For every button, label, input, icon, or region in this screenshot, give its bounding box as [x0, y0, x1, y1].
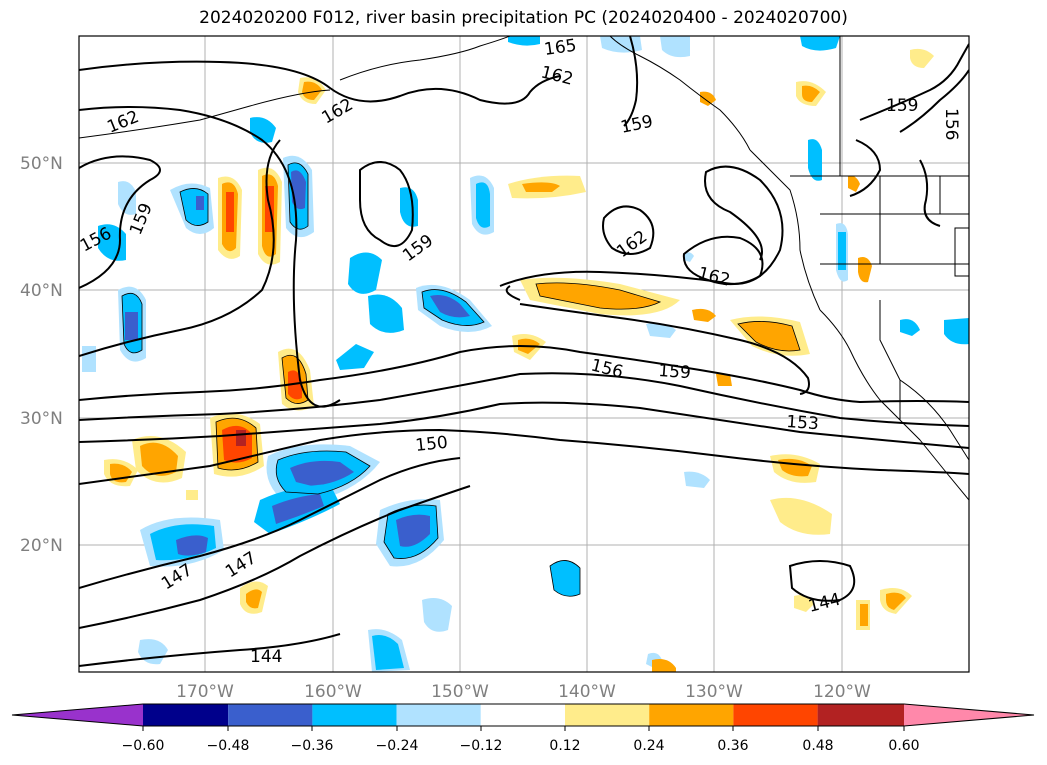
- contour-label: 159: [886, 96, 918, 116]
- anomaly-outlines: [121, 162, 801, 597]
- colorbar-label: −0.36: [291, 738, 334, 754]
- contour-label: 165: [543, 36, 578, 60]
- lat-tick-label: 20°N: [20, 536, 63, 556]
- colorbar-segment: [312, 704, 397, 726]
- colorbar-label: 0.60: [888, 738, 919, 754]
- coastlines: [79, 36, 969, 501]
- colorbar: −0.60 −0.48 −0.36 −0.24 −0.12 0.12 0.24 …: [11, 703, 1035, 754]
- contour-labels: 165 162 162 162 159 159 159 156 156 159 …: [79, 36, 961, 667]
- colorbar-label: 0.36: [717, 738, 748, 754]
- lon-tick-label: 140°W: [558, 682, 616, 702]
- colorbar-extend-left: [12, 704, 143, 726]
- lat-tick-label: 50°N: [20, 154, 63, 174]
- contour-label: 153: [786, 412, 820, 434]
- colorbar-segment: [733, 704, 818, 726]
- colorbar-label: −0.12: [460, 738, 503, 754]
- colorbar-segment: [649, 704, 734, 726]
- colorbar-label: −0.48: [207, 738, 250, 754]
- lon-tick-label: 170°W: [176, 682, 234, 702]
- contour-label: 156: [941, 108, 961, 140]
- colorbar-segment: [817, 704, 904, 726]
- colorbar-segment: [565, 704, 650, 726]
- page-title: 2024020200 F012, river basin precipitati…: [199, 8, 848, 28]
- colorbar-segment: [480, 704, 565, 726]
- colorbar-segment: [143, 704, 229, 726]
- lon-tick-label: 150°W: [431, 682, 489, 702]
- colorbar-label: 0.24: [633, 738, 664, 754]
- lon-tick-label: 160°W: [304, 682, 362, 702]
- height-contours: [79, 36, 969, 667]
- longitude-labels: 170°W 160°W 150°W 140°W 130°W 120°W: [176, 682, 871, 702]
- colorbar-label: −0.60: [122, 738, 165, 754]
- lon-tick-label: 120°W: [813, 682, 871, 702]
- colorbar-segment: [396, 704, 481, 726]
- contour-label: 159: [658, 361, 692, 383]
- colorbar-segment: [228, 704, 313, 726]
- contour-label: 144: [250, 647, 282, 667]
- colorbar-label: −0.24: [376, 738, 419, 754]
- lat-tick-label: 40°N: [20, 281, 63, 301]
- colorbar-label: 0.12: [549, 738, 580, 754]
- map-frame: [78, 35, 970, 673]
- colorbar-label: 0.48: [802, 738, 833, 754]
- latitude-labels: 50°N 40°N 30°N 20°N: [20, 154, 63, 556]
- lat-tick-label: 30°N: [20, 409, 63, 429]
- lon-tick-label: 130°W: [685, 682, 743, 702]
- negative-anomaly-shading: [82, 36, 969, 672]
- colorbar-extend-right: [904, 704, 1034, 726]
- contour-label: 150: [414, 433, 448, 456]
